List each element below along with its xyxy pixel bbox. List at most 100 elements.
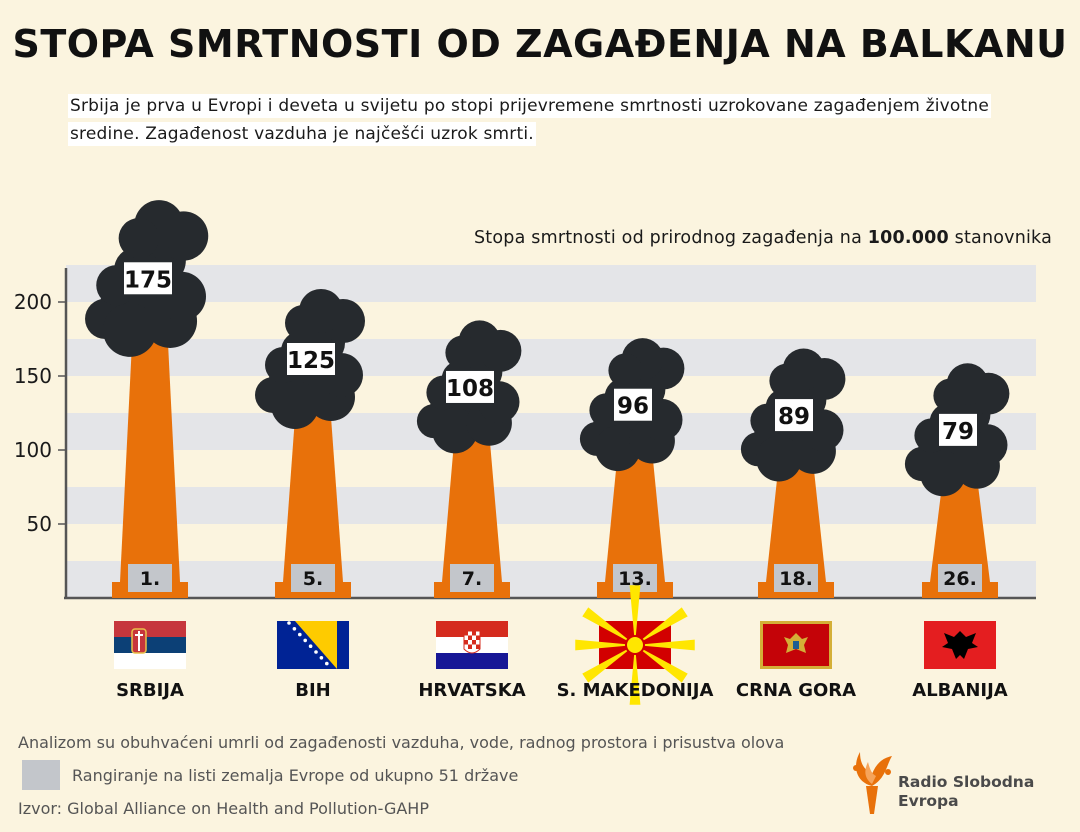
smoke-puff — [445, 335, 480, 370]
flag-triangle — [295, 621, 337, 669]
logo-text: Radio Slobodna Evropa — [898, 773, 1034, 811]
checker — [464, 631, 468, 636]
smoke-puff — [933, 378, 968, 413]
sun-ray — [582, 607, 635, 645]
smoke-puff — [595, 425, 641, 472]
grid-band — [66, 265, 1036, 302]
smokestack-bars — [112, 339, 998, 598]
flag-star — [287, 621, 291, 625]
flag-star — [303, 638, 307, 643]
checker — [476, 644, 480, 649]
north-macedonia-flag-icon — [575, 585, 695, 705]
bar-albanija — [930, 485, 990, 582]
value-label: 96 — [617, 394, 649, 420]
sun-ray — [629, 585, 641, 645]
flag-stripe — [436, 621, 508, 637]
sun-ray — [635, 607, 688, 645]
rank-box — [938, 564, 982, 592]
value-label: 125 — [287, 348, 335, 374]
value-box — [939, 413, 977, 446]
flag-star — [325, 661, 329, 666]
y-tick-label: 150 — [14, 364, 52, 388]
rank-box — [450, 564, 494, 592]
rank-label: 13. — [618, 568, 652, 590]
category-label: HRVATSKA — [418, 680, 525, 701]
sun-ray — [629, 645, 641, 705]
logo-line-1: Radio Slobodna — [898, 773, 1035, 791]
smoke-puff — [285, 305, 321, 341]
flag-star — [319, 656, 324, 660]
y-tick-label: 100 — [14, 438, 52, 462]
category-label: ALBANIJA — [912, 680, 1008, 701]
flag-star — [292, 627, 297, 631]
coat-cross — [135, 631, 143, 651]
caption-prefix: Stopa smrtnosti od prirodnog zagađenja n… — [473, 228, 868, 248]
value-box — [446, 370, 494, 403]
rank-label: 7. — [462, 568, 482, 590]
smoke-puff — [102, 303, 157, 357]
y-tick-label: 200 — [14, 290, 52, 314]
smoke-puff — [432, 407, 478, 454]
sun-ray — [582, 645, 635, 683]
chart-subtitle: Srbija je prva u Evropi i deveta u svije… — [68, 92, 1038, 148]
smoke-puff — [118, 218, 159, 259]
chart-axes: 50 100 150 200 — [14, 268, 1036, 600]
rank-box — [774, 564, 818, 592]
checker — [476, 635, 480, 640]
category-label: S. MAKEDONIJA — [557, 680, 714, 701]
flag-stripe — [114, 621, 186, 637]
flag-stripe — [114, 653, 186, 669]
flag-star — [314, 650, 318, 654]
sun-ray — [635, 645, 688, 683]
sun-disc — [625, 635, 645, 655]
value-box — [287, 343, 335, 375]
checker — [468, 644, 472, 649]
rank-legend-swatch — [22, 760, 60, 790]
checker — [468, 635, 472, 640]
rank-label: 18. — [779, 568, 813, 590]
value-box — [124, 262, 172, 295]
rank-label: 5. — [303, 568, 323, 590]
double-eagle-emblem — [942, 631, 978, 659]
albania-flag-icon — [924, 621, 996, 669]
bih-flag-icon — [277, 621, 349, 669]
checker — [464, 640, 468, 645]
flag-stripe — [436, 653, 508, 669]
value-label: 175 — [124, 267, 172, 293]
country-flags — [114, 585, 996, 705]
bar-bih — [283, 417, 343, 582]
chart-title: STOPA SMRTNOSTI OD ZAGAĐENJA NA BALKANU — [12, 22, 1068, 66]
chart-caption: Stopa smrtnosti od prirodnog zagađenja n… — [474, 228, 1052, 248]
bar-srbija — [120, 343, 180, 582]
sun-ray — [635, 639, 695, 651]
value-label: 89 — [778, 404, 810, 430]
bar-crna-gora — [766, 470, 826, 582]
caption-suffix: stanovnika — [948, 228, 1052, 248]
grid-band — [66, 487, 1036, 524]
rank-label: 1. — [140, 568, 160, 590]
sun-ray — [575, 639, 635, 651]
category-label: CRNA GORA — [736, 680, 856, 701]
category-label: SRBIJA — [116, 680, 184, 701]
torch-icon — [853, 752, 892, 814]
montenegro-flag-icon — [760, 621, 832, 669]
smoke-puff — [756, 435, 802, 482]
grid-band — [66, 561, 1036, 598]
eagle-shield — [793, 641, 799, 649]
rank-label: 26. — [943, 568, 977, 590]
category-label: BIH — [295, 680, 330, 701]
grid-band — [66, 413, 1036, 450]
flag-star — [308, 644, 313, 648]
footer-source: Izvor: Global Alliance on Health and Pol… — [18, 799, 429, 818]
value-label: 79 — [942, 419, 974, 445]
chart-labels: 1. 175 SRBIJA 5. 125 BIH 7. 108 HRVATSKA 13. 96 S. … — [116, 262, 1008, 701]
grid-bands — [66, 265, 1036, 598]
flag-stripe — [114, 637, 186, 653]
smoke-clouds — [85, 200, 1010, 497]
value-label: 108 — [446, 376, 494, 402]
checker — [472, 631, 476, 636]
smoke-puff — [271, 381, 319, 429]
checker — [472, 640, 476, 645]
grid-band — [66, 339, 1036, 376]
